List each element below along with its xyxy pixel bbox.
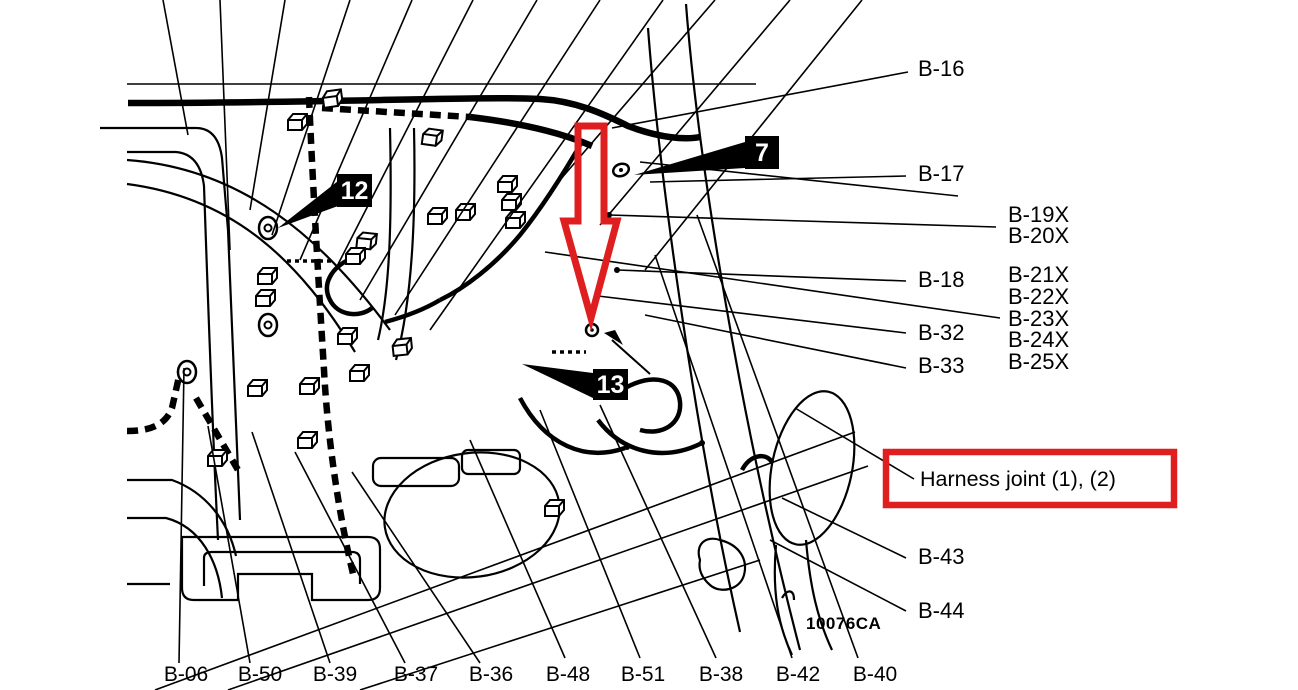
label-b-50: B-50 [238, 663, 282, 686]
pointer-arrowhead [604, 330, 623, 345]
label-b-19x: B-19X [1008, 202, 1069, 227]
pointer-line [611, 339, 651, 375]
figure-code: 10076CA [806, 614, 881, 633]
label-b-18: B-18 [918, 267, 964, 292]
label-b-06: B-06 [164, 663, 208, 686]
connector-symbols [176, 88, 631, 517]
harness-joint-callout-box [882, 448, 1178, 509]
marker-13: 13 [522, 330, 651, 400]
red-annotations [559, 122, 1178, 509]
car-body-outline [100, 3, 959, 690]
connector-labels: B-16 B-17 B-18 B-32 B-33 B-43 B-44 B-19X… [164, 56, 1116, 686]
label-b-16: B-16 [918, 56, 964, 81]
label-b-20x: B-20X [1008, 223, 1069, 248]
marker-7-number: 7 [755, 139, 769, 167]
label-b-32: B-32 [918, 320, 964, 345]
red-down-arrow-annotation [559, 122, 622, 332]
label-b-38: B-38 [699, 663, 743, 686]
label-b-33: B-33 [918, 353, 964, 378]
label-b-42: B-42 [776, 663, 820, 686]
marker-12-number: 12 [341, 177, 369, 205]
harness-joint-callout-text: Harness joint (1), (2) [920, 467, 1116, 491]
label-b-51: B-51 [621, 663, 665, 686]
label-b-17: B-17 [918, 161, 964, 186]
label-b-40: B-40 [853, 663, 897, 686]
label-b-36: B-36 [469, 663, 513, 686]
marker-7: 7 [634, 136, 779, 175]
label-b-39: B-39 [313, 663, 357, 686]
label-b-48: B-48 [546, 663, 590, 686]
label-b-22x: B-22X [1008, 284, 1069, 309]
label-b-44: B-44 [918, 598, 964, 623]
label-b-21x: B-21X [1008, 262, 1069, 287]
marker-12: 12 [278, 174, 372, 228]
label-b-43: B-43 [918, 544, 964, 569]
label-b-24x: B-24X [1008, 327, 1069, 352]
leader-lines [162, 0, 1001, 664]
label-b-23x: B-23X [1008, 306, 1069, 331]
label-b-25x: B-25X [1008, 349, 1069, 374]
marker-13-number: 13 [597, 371, 625, 399]
label-b-37: B-37 [394, 663, 438, 686]
harness-runs [126, 96, 774, 579]
